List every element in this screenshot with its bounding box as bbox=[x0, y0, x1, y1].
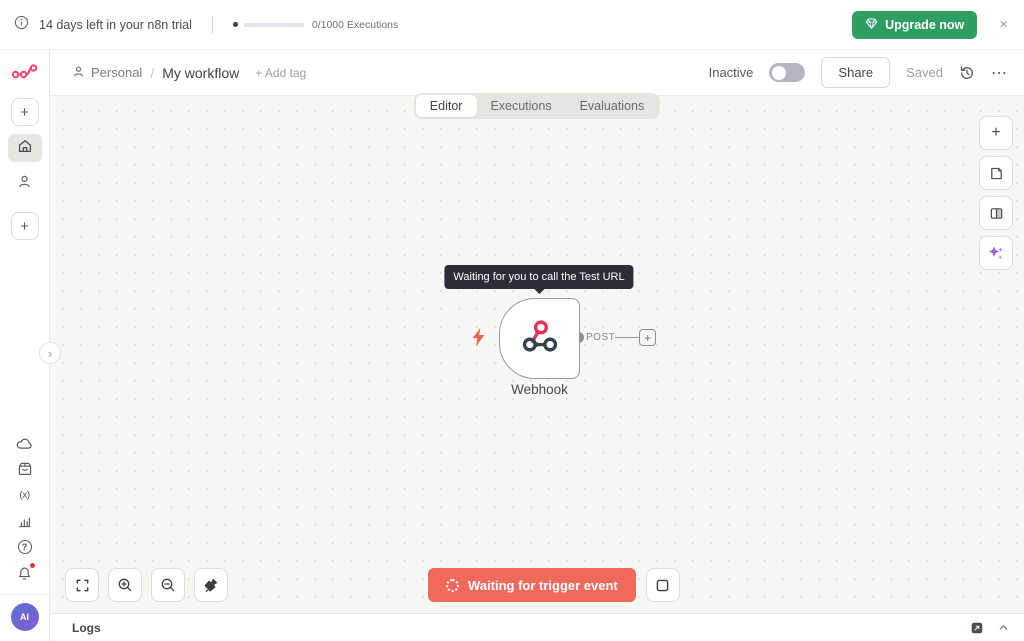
tab-editor[interactable]: Editor bbox=[415, 95, 477, 117]
toggle-panel-button[interactable] bbox=[979, 196, 1013, 230]
workflow-canvas[interactable]: Editor Executions Evaluations › Waiting … bbox=[39, 93, 1024, 613]
active-status-label: Inactive bbox=[708, 65, 754, 80]
output-method-label: POST bbox=[586, 332, 616, 343]
node-title: Webhook bbox=[511, 382, 568, 397]
workflow-title[interactable]: My workflow bbox=[162, 64, 240, 81]
add-node-button[interactable]: + bbox=[979, 116, 1013, 150]
breadcrumb-project-label: Personal bbox=[91, 65, 143, 80]
whats-new-bell-icon[interactable] bbox=[10, 560, 40, 586]
trigger-bolt-icon bbox=[470, 327, 487, 352]
usage-progress-dot bbox=[232, 22, 238, 27]
app-body: + + (x) bbox=[0, 50, 1024, 641]
workflow-header: Personal / My workflow + Add tag Inactiv… bbox=[50, 50, 1024, 96]
more-options-icon[interactable]: ⋯ bbox=[991, 64, 1008, 82]
stop-execution-button[interactable] bbox=[645, 568, 680, 602]
user-avatar[interactable]: AI bbox=[10, 603, 39, 631]
usage-text: 0/1000 Executions bbox=[311, 18, 399, 31]
notification-dot bbox=[29, 563, 35, 568]
logs-title: Logs bbox=[72, 620, 101, 635]
upgrade-now-button[interactable]: Upgrade now bbox=[852, 10, 978, 39]
tab-executions[interactable]: Executions bbox=[490, 99, 552, 113]
execution-controls: Waiting for trigger event bbox=[428, 568, 680, 602]
fit-view-button[interactable] bbox=[65, 568, 99, 602]
main-area: Personal / My workflow + Add tag Inactiv… bbox=[39, 50, 1024, 641]
home-icon bbox=[17, 138, 33, 159]
waiting-for-trigger-button[interactable]: Waiting for trigger event bbox=[428, 568, 636, 602]
templates-icon[interactable] bbox=[10, 456, 40, 482]
trial-info: 14 days left in your n8n trial 0/1000 Ex… bbox=[14, 15, 398, 35]
add-project-button[interactable]: + bbox=[10, 212, 39, 240]
trial-banner: 14 days left in your n8n trial 0/1000 Ex… bbox=[0, 0, 1024, 50]
active-toggle[interactable] bbox=[769, 63, 806, 82]
share-button[interactable]: Share bbox=[821, 57, 891, 88]
person-small-icon bbox=[72, 65, 85, 81]
spinner-icon bbox=[446, 578, 459, 592]
logs-actions bbox=[970, 621, 1010, 635]
banner-close-icon[interactable]: × bbox=[999, 16, 1008, 33]
upgrade-label: Upgrade now bbox=[885, 17, 965, 32]
sidebar-bottom: (x) ? AI bbox=[0, 430, 49, 641]
person-icon bbox=[17, 174, 32, 194]
gem-icon bbox=[865, 17, 878, 33]
connector-line bbox=[615, 336, 640, 339]
insights-icon[interactable] bbox=[10, 508, 40, 534]
view-tabs: Editor Executions Evaluations bbox=[413, 93, 661, 119]
workflow-header-actions: Inactive Share Saved ⋯ bbox=[709, 57, 1008, 88]
help-icon[interactable]: ? bbox=[10, 534, 40, 560]
canvas-side-tools: + bbox=[979, 116, 1013, 270]
saved-status: Saved bbox=[906, 65, 943, 80]
logs-expand-chevron-icon[interactable] bbox=[997, 621, 1010, 634]
sidebar-separator: AI bbox=[0, 594, 49, 641]
tab-evaluations[interactable]: Evaluations bbox=[579, 99, 645, 113]
create-workflow-button[interactable]: + bbox=[10, 98, 39, 126]
trial-days-text: 14 days left in your n8n trial bbox=[39, 17, 192, 32]
logs-panel-bar[interactable]: Logs bbox=[50, 613, 1024, 641]
banner-actions: Upgrade now × bbox=[852, 10, 1008, 39]
waiting-tooltip: Waiting for you to call the Test URL bbox=[444, 265, 634, 289]
variables-icon[interactable]: (x) bbox=[19, 489, 30, 501]
breadcrumb: Personal / My workflow + Add tag bbox=[72, 65, 306, 81]
workflow-history-icon[interactable] bbox=[959, 65, 975, 81]
toggle-knob bbox=[771, 65, 786, 80]
sidebar-item-personal[interactable] bbox=[8, 170, 42, 198]
logs-popout-icon[interactable] bbox=[970, 621, 984, 635]
banner-divider bbox=[211, 15, 213, 34]
n8n-logo-icon[interactable] bbox=[11, 63, 39, 86]
executions-usage: 0/1000 Executions bbox=[232, 18, 399, 31]
usage-progress-track bbox=[243, 22, 304, 27]
add-connected-node-button[interactable]: + bbox=[639, 329, 657, 346]
webhook-node[interactable] bbox=[499, 298, 580, 379]
breadcrumb-project[interactable]: Personal bbox=[72, 65, 142, 81]
zoom-out-button[interactable] bbox=[151, 568, 185, 602]
info-icon bbox=[14, 15, 29, 35]
node-output-connector: POST + bbox=[573, 329, 657, 346]
sidebar-collapse-chevron[interactable]: › bbox=[39, 342, 61, 364]
add-sticky-note-button[interactable] bbox=[979, 156, 1013, 190]
webhook-icon bbox=[521, 317, 559, 360]
zoom-in-button[interactable] bbox=[108, 568, 142, 602]
run-button-label: Waiting for trigger event bbox=[468, 577, 618, 593]
breadcrumb-separator: / bbox=[150, 64, 155, 81]
ai-assistant-sparkle-icon[interactable] bbox=[979, 236, 1013, 270]
canvas-controls bbox=[65, 568, 228, 602]
sidebar-item-overview[interactable] bbox=[7, 134, 42, 162]
tidy-up-button[interactable] bbox=[194, 568, 228, 602]
cloud-admin-icon[interactable] bbox=[10, 430, 40, 456]
add-tag-button[interactable]: + Add tag bbox=[255, 65, 307, 80]
